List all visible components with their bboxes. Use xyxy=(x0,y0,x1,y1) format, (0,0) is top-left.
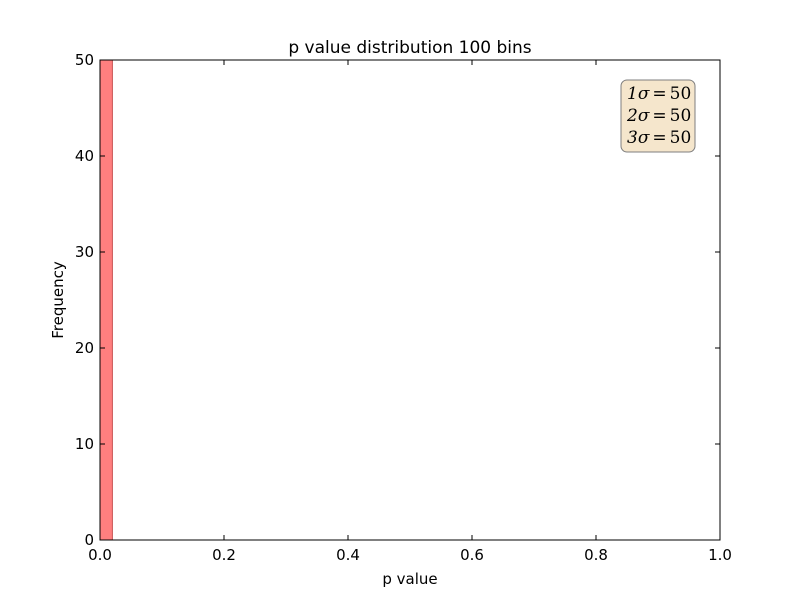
sigma-line: 1σ = 50 xyxy=(627,84,691,104)
y-tick-label: 30 xyxy=(75,243,94,261)
x-tick-label: 0.0 xyxy=(88,546,112,564)
x-tick-label: 1.0 xyxy=(708,546,732,564)
y-tick-label: 10 xyxy=(75,435,94,453)
chart-title: p value distribution 100 bins xyxy=(288,38,531,58)
sigma-level: 1σ xyxy=(627,84,650,104)
x-tick-label: 0.6 xyxy=(460,546,484,564)
sigma-count: 50 xyxy=(670,128,692,148)
sigma-line: 2σ = 50 xyxy=(626,106,691,126)
y-axis-label: Frequency xyxy=(49,261,67,339)
y-tick-label: 0 xyxy=(84,531,94,549)
x-axis-ticks: 0.0 0.2 0.4 0.6 0.8 1.0 xyxy=(88,60,732,564)
equals-sign: = xyxy=(652,128,666,148)
annotation-box-background xyxy=(620,79,696,153)
plot-frame xyxy=(99,59,721,541)
x-tick-label: 0.2 xyxy=(212,546,236,564)
x-axis-label: p value xyxy=(382,570,437,588)
x-tick-label: 0.8 xyxy=(584,546,608,564)
sigma-level: 2σ xyxy=(626,106,650,126)
x-tick-label: 0.4 xyxy=(336,546,360,564)
y-tick-label: 40 xyxy=(75,147,94,165)
equals-sign: = xyxy=(652,106,666,126)
equals-sign: = xyxy=(652,84,666,104)
bars-group xyxy=(99,59,113,541)
y-tick-label: 20 xyxy=(75,339,94,357)
histogram-bar xyxy=(99,59,113,541)
y-tick-label: 50 xyxy=(75,51,94,69)
sigma-count: 50 xyxy=(670,84,692,104)
sigma-line: 3σ = 50 xyxy=(627,128,691,148)
sigma-count: 50 xyxy=(670,106,692,126)
sigma-level: 3σ xyxy=(627,128,650,148)
